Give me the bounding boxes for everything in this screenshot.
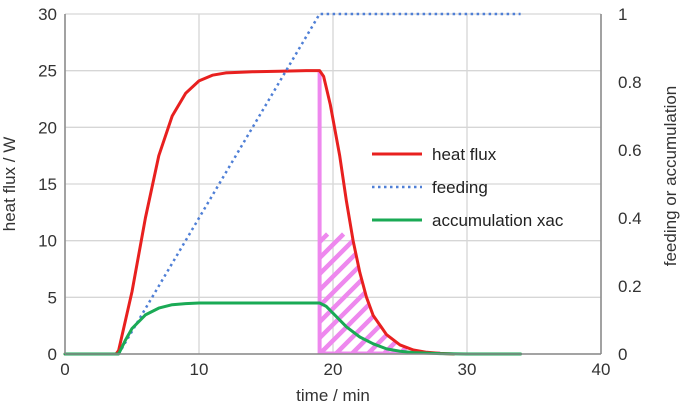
x-tick-label: 30 [458, 360, 477, 379]
x-tick-label: 40 [592, 360, 611, 379]
y2-axis-title: feeding or accumulation [661, 86, 680, 267]
y-tick-label: 5 [48, 288, 57, 307]
hatch-line [0, 234, 120, 354]
hatch-line [64, 234, 184, 354]
y-tick-label: 20 [38, 118, 57, 137]
hatch-line [319, 232, 346, 355]
hatch-line [192, 234, 312, 354]
hatch-lines [0, 232, 664, 355]
y-tick-label: 25 [38, 62, 57, 81]
x-tick-label: 0 [60, 360, 69, 379]
hatch-line [334, 232, 454, 355]
legend-label: accumulation xac [432, 211, 564, 230]
y-axis-title: heat flux / W [0, 137, 19, 231]
hatch-line [446, 232, 454, 355]
legend-label: feeding [432, 178, 488, 197]
hatch-line [319, 232, 442, 355]
y-tick-label: 10 [38, 232, 57, 251]
hatch-line [512, 234, 632, 354]
hatch-line [398, 232, 454, 355]
hatch-line [319, 232, 330, 355]
x-tick-label: 20 [324, 360, 343, 379]
hatch-line [128, 234, 248, 354]
series-line-heat-flux [63, 69, 456, 356]
hatch-line [414, 232, 454, 355]
y-tick-label: 15 [38, 175, 57, 194]
tick-labels: 0 10 20 30 40 0 5 10 15 20 25 30 0 0.2 0.4 0.6 0.8 1 [38, 5, 642, 379]
y-tick-label: 0 [48, 345, 57, 364]
series-line-accumulation-xac [63, 301, 523, 356]
legend: heat flux feeding accumulation xac [372, 145, 564, 230]
grid [64, 13, 602, 355]
series-group [63, 12, 523, 356]
hatch-line [544, 234, 664, 354]
y2-tick-label: 0.4 [618, 209, 642, 228]
hatch-line [350, 232, 454, 355]
axes [64, 14, 602, 355]
hatch-line [176, 234, 296, 354]
x-tick-label: 10 [190, 360, 209, 379]
legend-label: heat flux [432, 145, 497, 164]
y2-tick-label: 0 [618, 345, 627, 364]
hatch-line [96, 234, 216, 354]
hatch-line [480, 234, 600, 354]
hatch-line [144, 234, 264, 354]
x-axis-title: time / min [296, 386, 370, 405]
series-line-feeding [117, 12, 521, 355]
hatch-line [464, 234, 584, 354]
y2-tick-label: 0.6 [618, 141, 642, 160]
hatch-line [160, 234, 280, 354]
shaded-region [0, 70, 664, 355]
hatch-line [382, 232, 454, 355]
y2-tick-label: 0.8 [618, 73, 642, 92]
hatch-line [366, 232, 454, 355]
hatch-line [319, 232, 362, 355]
hatch-line [496, 234, 616, 354]
hatch-line [319, 232, 394, 355]
y2-tick-label: 1 [618, 5, 627, 24]
hatch-line [16, 234, 136, 354]
y-tick-label: 30 [38, 5, 57, 24]
hatch-line [112, 234, 232, 354]
hatch-line [430, 232, 454, 355]
y2-tick-label: 0.2 [618, 277, 642, 296]
